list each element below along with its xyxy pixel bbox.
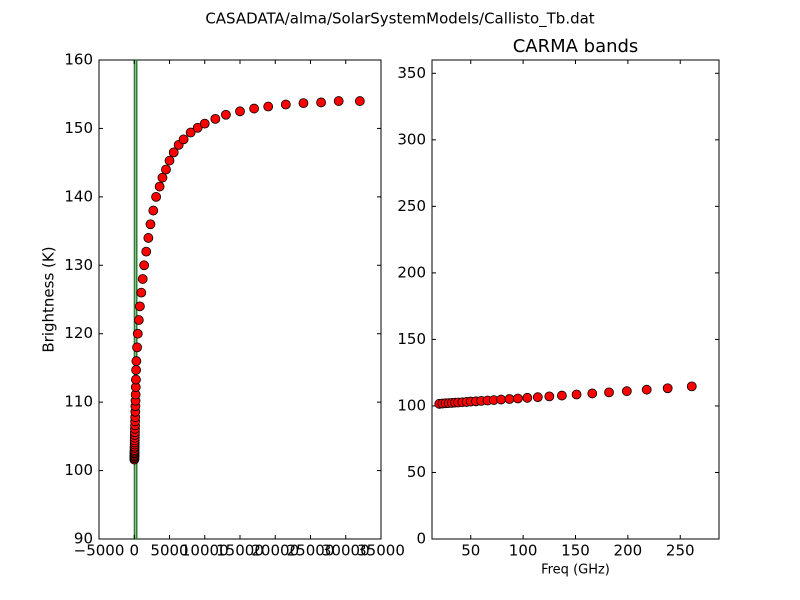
- data-point: [134, 301, 145, 312]
- y-tick-label: 160: [64, 51, 93, 69]
- data-point: [522, 392, 533, 403]
- data-point: [131, 365, 141, 375]
- y-tick-label: 100: [397, 396, 426, 414]
- x-tick-label: 100: [509, 542, 538, 560]
- data-point: [199, 118, 210, 129]
- data-point: [532, 392, 543, 403]
- x-tick-label: 25000: [287, 542, 335, 560]
- data-point: [298, 98, 309, 109]
- data-point: [604, 387, 614, 398]
- y-tick-label: 90: [74, 530, 93, 548]
- y-tick-label: 250: [397, 197, 426, 215]
- data-point: [235, 106, 245, 117]
- data-point: [157, 172, 168, 183]
- data-point: [504, 394, 515, 404]
- data-point: [686, 381, 697, 392]
- y-tick-label: 350: [397, 64, 426, 82]
- y-tick-label: 130: [64, 256, 93, 274]
- y-tick-label: 300: [397, 130, 426, 148]
- data-point: [316, 97, 326, 108]
- x-tick-label: −5000: [74, 542, 125, 560]
- y-tick-label: 100: [64, 461, 93, 479]
- y-axis-label: Brightness (K): [40, 246, 58, 352]
- data-point: [185, 127, 196, 138]
- data-point: [141, 246, 152, 257]
- y-tick-label: 140: [64, 187, 93, 205]
- data-point: [137, 274, 148, 284]
- y-tick-label: 0: [416, 530, 426, 548]
- data-point: [132, 342, 142, 353]
- data-point: [131, 356, 142, 366]
- y-tick-label: 110: [64, 393, 93, 411]
- data-point: [164, 155, 175, 166]
- data-point: [571, 389, 582, 400]
- x-tick-label: 0: [129, 542, 139, 560]
- data-point: [544, 391, 555, 402]
- data-point: [556, 390, 567, 401]
- data-point: [154, 181, 165, 192]
- y-tick-label: 150: [64, 119, 93, 137]
- y-tick-label: 50: [407, 463, 426, 481]
- figure-title: CASADATA/alma/SolarSystemModels/Callisto…: [205, 10, 594, 29]
- data-point: [210, 113, 221, 124]
- data-point: [621, 386, 632, 397]
- data-point: [143, 233, 154, 243]
- data-point: [512, 393, 523, 404]
- data-point: [151, 191, 162, 202]
- data-point: [220, 109, 231, 120]
- x-tick-label: 5000: [150, 542, 188, 560]
- band-span: [133, 59, 138, 540]
- data-point: [168, 147, 179, 158]
- x-tick-label: 20000: [251, 542, 299, 560]
- data-point: [280, 99, 291, 110]
- axes-frame: [98, 59, 382, 540]
- data-point: [161, 164, 171, 175]
- data-point: [587, 388, 598, 399]
- x-tick-label: 150: [561, 542, 590, 560]
- data-point: [263, 101, 274, 112]
- x-tick-label: 50: [461, 542, 480, 560]
- data-point: [333, 96, 344, 106]
- x-tick-label: 15000: [216, 542, 264, 560]
- data-point: [136, 287, 147, 298]
- data-point: [133, 315, 144, 325]
- data-point: [662, 383, 673, 394]
- y-tick-label: 120: [64, 324, 93, 342]
- data-point: [496, 394, 507, 405]
- x-tick-label: 10000: [181, 542, 229, 560]
- data-point: [132, 328, 143, 339]
- x-tick-label: 200: [614, 542, 643, 560]
- y-tick-label: 200: [397, 263, 426, 281]
- axes-title: CARMA bands: [513, 36, 639, 57]
- data-point: [131, 374, 141, 385]
- data-point: [249, 103, 260, 114]
- data-point: [354, 96, 365, 106]
- data-point: [148, 205, 159, 216]
- x-axis-label: Freq (GHz): [541, 563, 610, 578]
- x-tick-label: 250: [666, 542, 695, 560]
- data-point: [641, 384, 652, 395]
- data-point: [145, 219, 156, 230]
- x-tick-label: 35000: [357, 542, 405, 560]
- axes-frame: [431, 59, 720, 540]
- x-tick-label: 30000: [322, 542, 370, 560]
- data-point: [178, 134, 189, 145]
- data-point: [139, 260, 150, 271]
- y-tick-label: 150: [397, 330, 426, 348]
